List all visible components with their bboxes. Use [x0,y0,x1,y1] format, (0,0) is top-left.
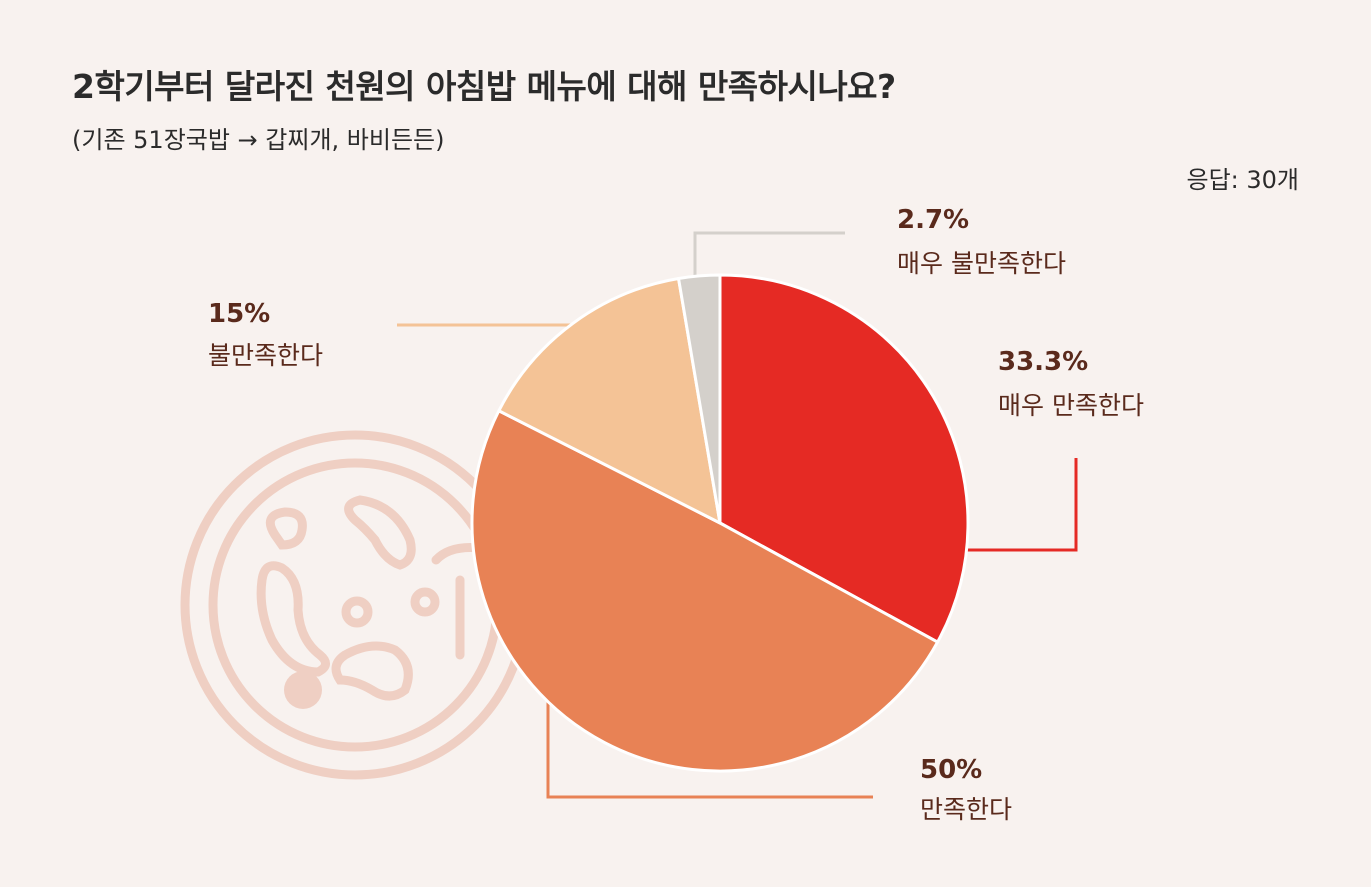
label-pct-dissatisfied: 15% [208,299,270,329]
label-pct-satisfied: 50% [920,755,982,785]
label-very-dissatisfied: 매우 불만족한다 [897,249,1066,278]
pie-slice-satisfied [470,409,940,773]
pie-slices [470,273,970,773]
label-very-satisfied: 매우 만족한다 [998,391,1144,420]
label-pct-very-satisfied: 33.3% [998,347,1088,377]
chart-title: 2학기부터 달라진 천원의 아침밥 메뉴에 대해 만족하시나요? [72,67,896,106]
label-pct-very-dissatisfied: 2.7% [897,205,969,235]
chart-subtitle: (기존 51장국밥 → 갑찌개, 바비든든) [72,126,445,154]
bacteria-dot-decoration [284,671,322,709]
petri-dish-icon [180,430,530,780]
leader-line-satisfied [546,700,873,799]
pie-slice-very-satisfied [718,273,970,644]
label-dissatisfied: 불만족한다 [208,341,323,370]
leader-line-very-satisfied [960,458,1078,552]
response-count: 응답: 30개 [1186,166,1300,194]
pie-slice-very-dissatisfied [677,273,722,525]
pie-slice-dissatisfied [497,276,722,525]
leader-line-very-dissatisfied [693,231,845,285]
label-satisfied: 만족한다 [920,795,1012,824]
